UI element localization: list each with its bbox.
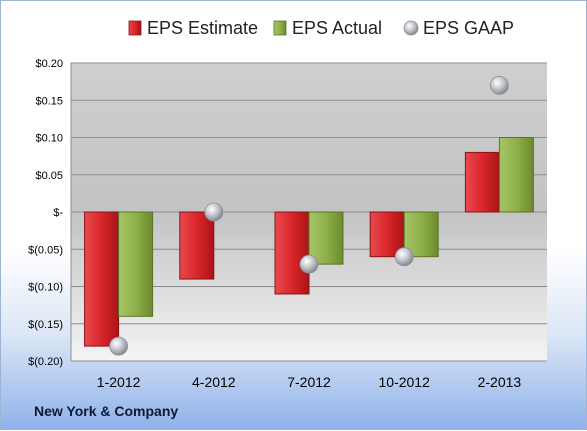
legend-swatch (403, 20, 419, 36)
eps-actual-bar (403, 211, 439, 258)
y-tick-label: $(0.10) (28, 282, 63, 294)
gaap-markers (109, 75, 509, 356)
y-tick-label: $0.05 (35, 170, 63, 182)
y-axis: $0.20 $0.15 $0.10 $0.05 $- $(0.05) $(0.10) $(0.… (28, 58, 63, 368)
legend: EPS Estimate EPS Actual EPS GAAP (128, 18, 514, 38)
legend-swatch (273, 20, 287, 36)
eps-gaap-marker (299, 254, 319, 274)
y-tick-label: $0.20 (35, 58, 63, 70)
y-tick-label: $- (53, 207, 63, 219)
x-tick-label: 7-2012 (287, 374, 331, 390)
bars (84, 137, 534, 347)
y-tick-label: $0.10 (35, 133, 63, 145)
x-axis: 1-2012 4-2012 7-2012 10-2012 2-2013 (97, 374, 522, 390)
eps-actual-bar (498, 137, 534, 213)
y-tick-label: $(0.20) (28, 356, 63, 368)
legend-label: EPS Estimate (147, 18, 258, 38)
legend-label: EPS GAAP (423, 18, 514, 38)
eps-gaap-marker (489, 75, 509, 95)
eps-estimate-bar (179, 211, 215, 280)
y-tick-label: $0.15 (35, 95, 63, 107)
eps-estimate-bar (274, 211, 310, 295)
y-tick-label: $(0.05) (28, 244, 63, 256)
x-tick-label: 4-2012 (192, 374, 236, 390)
eps-actual-bar (308, 211, 344, 265)
legend-swatch (128, 20, 142, 36)
x-tick-label: 10-2012 (379, 374, 431, 390)
legend-label: EPS Actual (292, 18, 382, 38)
eps-gaap-marker (109, 336, 128, 356)
eps-actual-bar (118, 211, 154, 317)
y-tick-label: $(0.15) (28, 319, 63, 331)
company-name: New York & Company (34, 403, 179, 419)
x-tick-label: 1-2012 (97, 374, 141, 390)
eps-gaap-marker (204, 202, 224, 222)
eps-estimate-bar (464, 151, 500, 213)
eps-estimate-bar (84, 211, 120, 347)
x-tick-label: 2-2013 (478, 374, 522, 390)
eps-gaap-marker (394, 247, 414, 267)
